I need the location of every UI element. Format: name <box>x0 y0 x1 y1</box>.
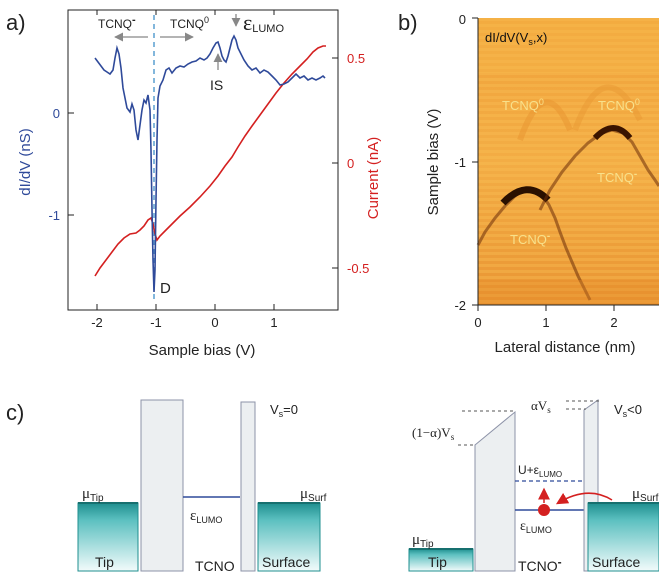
surface-left-label: Surface <box>262 554 310 570</box>
one-minus-alpha-label: (1−α)Vs <box>412 425 455 442</box>
y-tick-left-0: 0 <box>53 106 60 121</box>
panel-c-label: c) <box>6 400 24 425</box>
x-tick-a-3: 1 <box>270 315 277 330</box>
heatmap <box>476 18 659 305</box>
y-tick-b-0: 0 <box>459 12 466 27</box>
electron-dot <box>538 504 550 516</box>
x-tick-a-2: 0 <box>211 315 218 330</box>
y-tick-b-1: -1 <box>454 155 466 170</box>
y-tick-left-1: -1 <box>48 208 60 223</box>
tip-left-label: Tip <box>95 554 114 570</box>
elumo-right-label: εLUMO <box>520 519 552 535</box>
panel-b-label: b) <box>398 10 418 35</box>
x-tick-b-0: 0 <box>474 315 481 330</box>
x-tick-a-0: -2 <box>91 315 103 330</box>
annot-is: IS <box>210 77 223 93</box>
panel-b-ylabel: Sample bias (V) <box>425 109 442 216</box>
heatmap-title: dI/dV(Vs,x) <box>485 30 547 47</box>
didv-curve <box>94 34 326 293</box>
mu-surf-label: μSurf <box>300 486 327 504</box>
y-tick-right-1: 0 <box>347 156 354 171</box>
panel-b-axes <box>472 17 659 311</box>
annot-d: D <box>160 280 171 297</box>
panel-b-xlabel: Lateral distance (nm) <box>495 339 636 356</box>
tunnel-arrow <box>555 492 613 505</box>
x-tick-b-1: 1 <box>542 315 549 330</box>
energy-diagram-equilibrium <box>77 399 321 572</box>
u-eps-label: U+εLUMO <box>518 463 562 479</box>
panel-a-label: a) <box>6 10 26 35</box>
tip-right-label: Tip <box>428 554 447 570</box>
mu-surf-right-label: μSurf <box>632 486 659 504</box>
mu-tip-right-label: μTip <box>412 532 434 550</box>
alpha-vs-label: αVs <box>531 398 551 415</box>
panel-a-axes <box>67 9 339 311</box>
elumo-left-label: εLUMO <box>190 508 222 525</box>
annot-tcnq-zero: TCNQ0 <box>170 15 209 31</box>
annot-elumo: εLUMO <box>243 10 284 35</box>
label-tcnq0-a: TCNQ0 <box>502 97 544 113</box>
energy-diagram-negative-bias <box>408 399 659 572</box>
y-tick-right-0: 0.5 <box>347 51 365 66</box>
panel-a-xlabel: Sample bias (V) <box>149 342 256 359</box>
tcno-right-label: TCNO- <box>518 555 562 574</box>
mu-tip-label: μTip <box>82 486 104 504</box>
surface-right-label: Surface <box>592 554 640 570</box>
x-tick-b-2: 2 <box>610 315 617 330</box>
label-tcnqm-b: TCNQ- <box>597 169 637 185</box>
y-tick-right-2: -0.5 <box>347 261 369 276</box>
panel-a-ylabel-right: Current (nA) <box>365 137 382 220</box>
label-tcnq0-b: TCNQ0 <box>598 97 640 113</box>
panel-a-ylabel-left: dI/dV (nS) <box>17 128 34 196</box>
vs-neg-label: Vs<0 <box>614 402 642 419</box>
vs-zero-label: Vs=0 <box>270 402 298 419</box>
label-tcnqm-a: TCNQ- <box>510 231 550 247</box>
x-tick-a-1: -1 <box>150 315 162 330</box>
tcno-left-label: TCNO <box>195 558 235 574</box>
y-tick-b-2: -2 <box>454 298 466 313</box>
current-curve <box>94 45 326 277</box>
annot-tcnq-minus: TCNQ- <box>98 14 136 31</box>
